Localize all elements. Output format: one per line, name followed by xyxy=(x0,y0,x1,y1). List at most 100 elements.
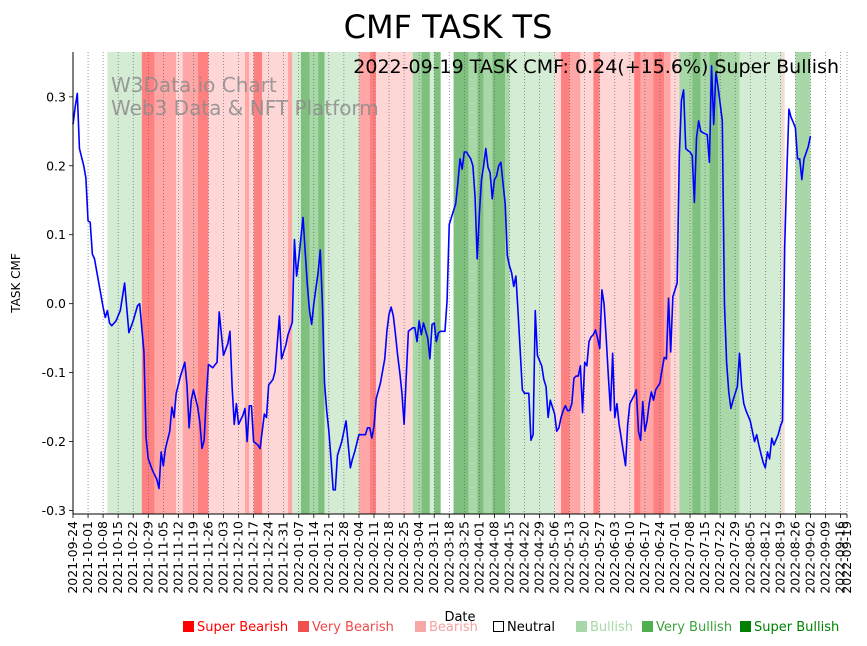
x-tick-label: 2022-07-29 xyxy=(727,521,742,594)
x-tick-label: 2022-09-09 xyxy=(818,521,833,594)
regime-band xyxy=(634,52,641,514)
x-tick-label: 2022-08-12 xyxy=(757,521,772,594)
regime-band xyxy=(453,52,469,514)
legend-label: Super Bearish xyxy=(197,620,289,635)
x-tick-label: 2022-04-29 xyxy=(532,521,547,594)
regime-band xyxy=(245,52,250,514)
x-tick-label: 2022-02-11 xyxy=(366,521,381,594)
regime-band xyxy=(509,52,534,514)
date-gridlines xyxy=(72,52,848,514)
x-tick-label: 2021-11-19 xyxy=(185,521,200,594)
legend-swatch xyxy=(183,621,194,632)
x-tick-label: 2022-05-20 xyxy=(577,521,592,594)
legend-super-bullish: Super Bullish xyxy=(740,620,839,635)
regime-band xyxy=(234,52,245,514)
regime-band xyxy=(561,52,570,514)
legend-label: Neutral xyxy=(507,620,555,635)
x-tick-label: 2021-12-31 xyxy=(276,521,291,594)
x-tick-label: 2021-12-10 xyxy=(231,521,246,594)
legend-swatch xyxy=(576,621,587,632)
x-tick-label: 2022-03-11 xyxy=(426,521,441,594)
regime-band xyxy=(176,52,183,514)
regime-band xyxy=(640,52,654,514)
y-tick-label: -0.2 xyxy=(42,434,66,449)
regime-band xyxy=(182,52,198,514)
regime-band xyxy=(300,52,310,514)
x-tick-label: 2022-08-05 xyxy=(742,521,757,594)
regime-band xyxy=(358,52,370,514)
chart-subtitle: 2022-09-19 TASK CMF: 0.24(+15.6%) Super … xyxy=(353,56,839,78)
x-tick-label: 2022-01-28 xyxy=(336,521,351,594)
x-tick-label: 2022-03-18 xyxy=(441,521,456,594)
cmf-line xyxy=(72,64,812,491)
regime-band xyxy=(412,52,422,514)
regime-band xyxy=(679,52,693,514)
y-tick-label: -0.1 xyxy=(42,365,66,380)
x-tick-label: 2022-07-08 xyxy=(682,521,697,594)
x-tick-label: 2021-10-29 xyxy=(140,521,155,594)
legend-bearish: Bearish xyxy=(415,620,478,635)
x-tick-label: 2021-11-05 xyxy=(155,521,170,594)
regime-band xyxy=(569,52,581,514)
regime-band xyxy=(369,52,377,514)
chart-title: CMF TASK TS xyxy=(344,8,553,46)
watermark-line-2: Web3 Data & NFT Platform xyxy=(111,96,379,120)
x-tick-label: 2022-02-18 xyxy=(381,521,396,594)
x-tick-label: 2022-07-15 xyxy=(697,521,712,594)
legend-label: Bullish xyxy=(590,620,634,635)
regime-band xyxy=(208,52,235,514)
x-tick-label: 2021-10-01 xyxy=(80,521,95,594)
regime-band xyxy=(483,52,493,514)
legend-swatch xyxy=(642,621,653,632)
y-ticks: -0.3 -0.2 -0.1 0.0 0.1 0.2 0.3 xyxy=(42,89,73,518)
legend-swatch xyxy=(740,621,751,632)
x-tick-label: 2022-05-27 xyxy=(592,521,607,594)
x-tick-label: 2022-03-04 xyxy=(411,521,426,594)
regime-band xyxy=(795,52,811,514)
watermark-line-1: W3Data.io Chart xyxy=(111,73,277,97)
regime-band xyxy=(253,52,263,514)
legend-super-bearish: Super Bearish xyxy=(183,620,288,635)
x-tick-label: 2022-09-19 xyxy=(839,521,854,594)
regime-band xyxy=(599,52,635,514)
legend-very-bullish: Very Bullish xyxy=(642,620,732,635)
regime-band xyxy=(477,52,484,514)
x-tick-label: 2022-07-01 xyxy=(667,521,682,594)
regime-band xyxy=(421,52,430,514)
regime-band xyxy=(709,52,718,514)
regime-band xyxy=(505,52,510,514)
x-tick-label: 2021-10-15 xyxy=(110,521,125,594)
regime-band xyxy=(197,52,209,514)
y-tick-label: -0.3 xyxy=(42,503,66,518)
x-tick-label: 2022-04-15 xyxy=(501,521,516,594)
x-tick-label: 2022-06-17 xyxy=(637,521,652,594)
x-ticks: 2021-09-24 2021-10-01 2021-10-08 2021-10-15… xyxy=(65,514,854,594)
regime-band xyxy=(580,52,594,514)
regime-band xyxy=(324,52,359,514)
legend-swatch xyxy=(415,621,426,632)
x-tick-label: 2022-09-16 xyxy=(833,521,848,594)
x-tick-label: 2021-12-03 xyxy=(216,521,231,594)
legend-swatch xyxy=(493,621,504,632)
legend-label: Super Bullish xyxy=(754,620,840,635)
regime-band xyxy=(376,52,413,514)
regime-band xyxy=(554,52,562,514)
x-tick-label: 2021-09-24 xyxy=(65,521,80,594)
legend-label: Very Bullish xyxy=(656,620,733,635)
x-tick-label: 2022-01-07 xyxy=(291,521,306,594)
x-tick-label: 2022-02-04 xyxy=(351,521,366,594)
legend-very-bearish: Very Bearish xyxy=(298,620,394,635)
regime-band xyxy=(533,52,553,514)
legend-bullish: Bullish xyxy=(576,620,633,635)
regime-band xyxy=(154,52,177,514)
x-tick-label: 2022-06-24 xyxy=(652,521,667,594)
y-tick-label: 0.2 xyxy=(46,158,66,173)
regime-band xyxy=(434,52,441,514)
legend-label: Bearish xyxy=(429,620,478,635)
watermark: W3Data.io Chart Web3 Data & NFT Platform xyxy=(111,73,379,120)
x-tick-label: 2022-06-10 xyxy=(622,521,637,594)
regime-band xyxy=(718,52,740,514)
x-tick-label: 2022-08-19 xyxy=(772,521,787,594)
regime-band xyxy=(692,52,701,514)
x-tick-label: 2022-09-02 xyxy=(802,521,817,594)
